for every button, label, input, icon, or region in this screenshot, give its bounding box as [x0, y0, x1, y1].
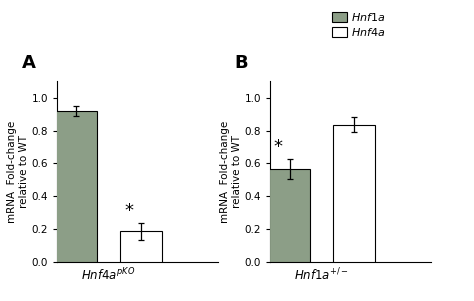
Bar [333, 125, 375, 262]
Y-axis label: mRNA  Fold-change
relative to WT: mRNA Fold-change relative to WT [7, 120, 28, 223]
Legend: $Hnf1a$, $Hnf4a$: $Hnf1a$, $Hnf4a$ [332, 11, 385, 38]
Bar [120, 231, 162, 262]
Bar [269, 169, 310, 262]
Text: B: B [235, 54, 248, 72]
Text: *: * [273, 138, 283, 156]
Text: *: * [125, 202, 134, 220]
Bar [55, 111, 97, 262]
Y-axis label: mRNA  Fold-change
relative to WT: mRNA Fold-change relative to WT [220, 120, 242, 223]
Text: A: A [21, 54, 35, 72]
